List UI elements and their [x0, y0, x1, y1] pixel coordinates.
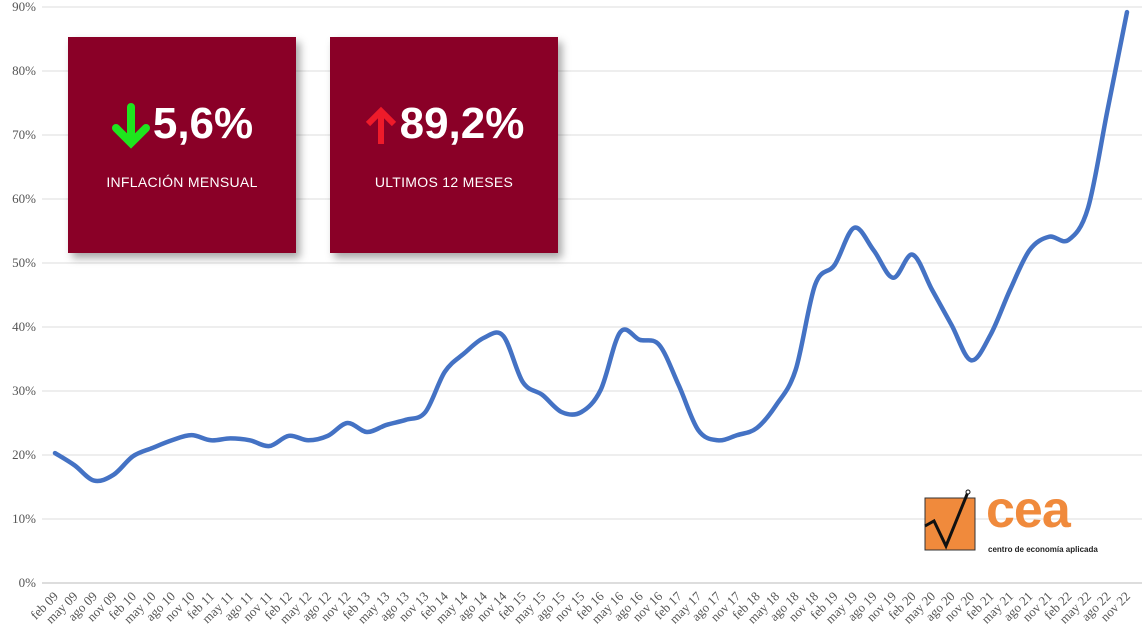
y-tick-label: 50%: [12, 255, 36, 270]
logo-subtitle: centro de economía aplicada: [988, 545, 1098, 554]
logo-text: cea: [986, 481, 1071, 539]
y-tick-label: 80%: [12, 63, 36, 78]
kpi-value: 5,6%: [152, 99, 254, 148]
kpi-card: 89,2% ULTIMOS 12 MESES: [330, 37, 558, 253]
y-tick-label: 90%: [12, 0, 36, 14]
y-tick-label: 30%: [12, 383, 36, 398]
logo: cea centro de economía aplicada: [922, 481, 1102, 554]
kpi-value: 89,2%: [399, 99, 525, 148]
y-tick-label: 60%: [12, 191, 36, 206]
logo-icon: [924, 489, 976, 551]
kpi-label: ULTIMOS 12 MESES: [374, 174, 514, 190]
y-tick-label: 20%: [12, 447, 36, 462]
up-arrow: [365, 107, 396, 145]
y-tick-label: 70%: [12, 127, 36, 142]
kpi-label: INFLACIÓN MENSUAL: [106, 174, 258, 190]
line-series: [52, 9, 1130, 484]
kpi-card: 5,6% INFLACIÓN MENSUAL: [68, 37, 296, 253]
down-arrow: [111, 103, 150, 150]
y-tick-label: 10%: [12, 511, 36, 526]
y-tick-label: 40%: [12, 319, 36, 334]
y-tick-label: 0%: [19, 575, 37, 590]
